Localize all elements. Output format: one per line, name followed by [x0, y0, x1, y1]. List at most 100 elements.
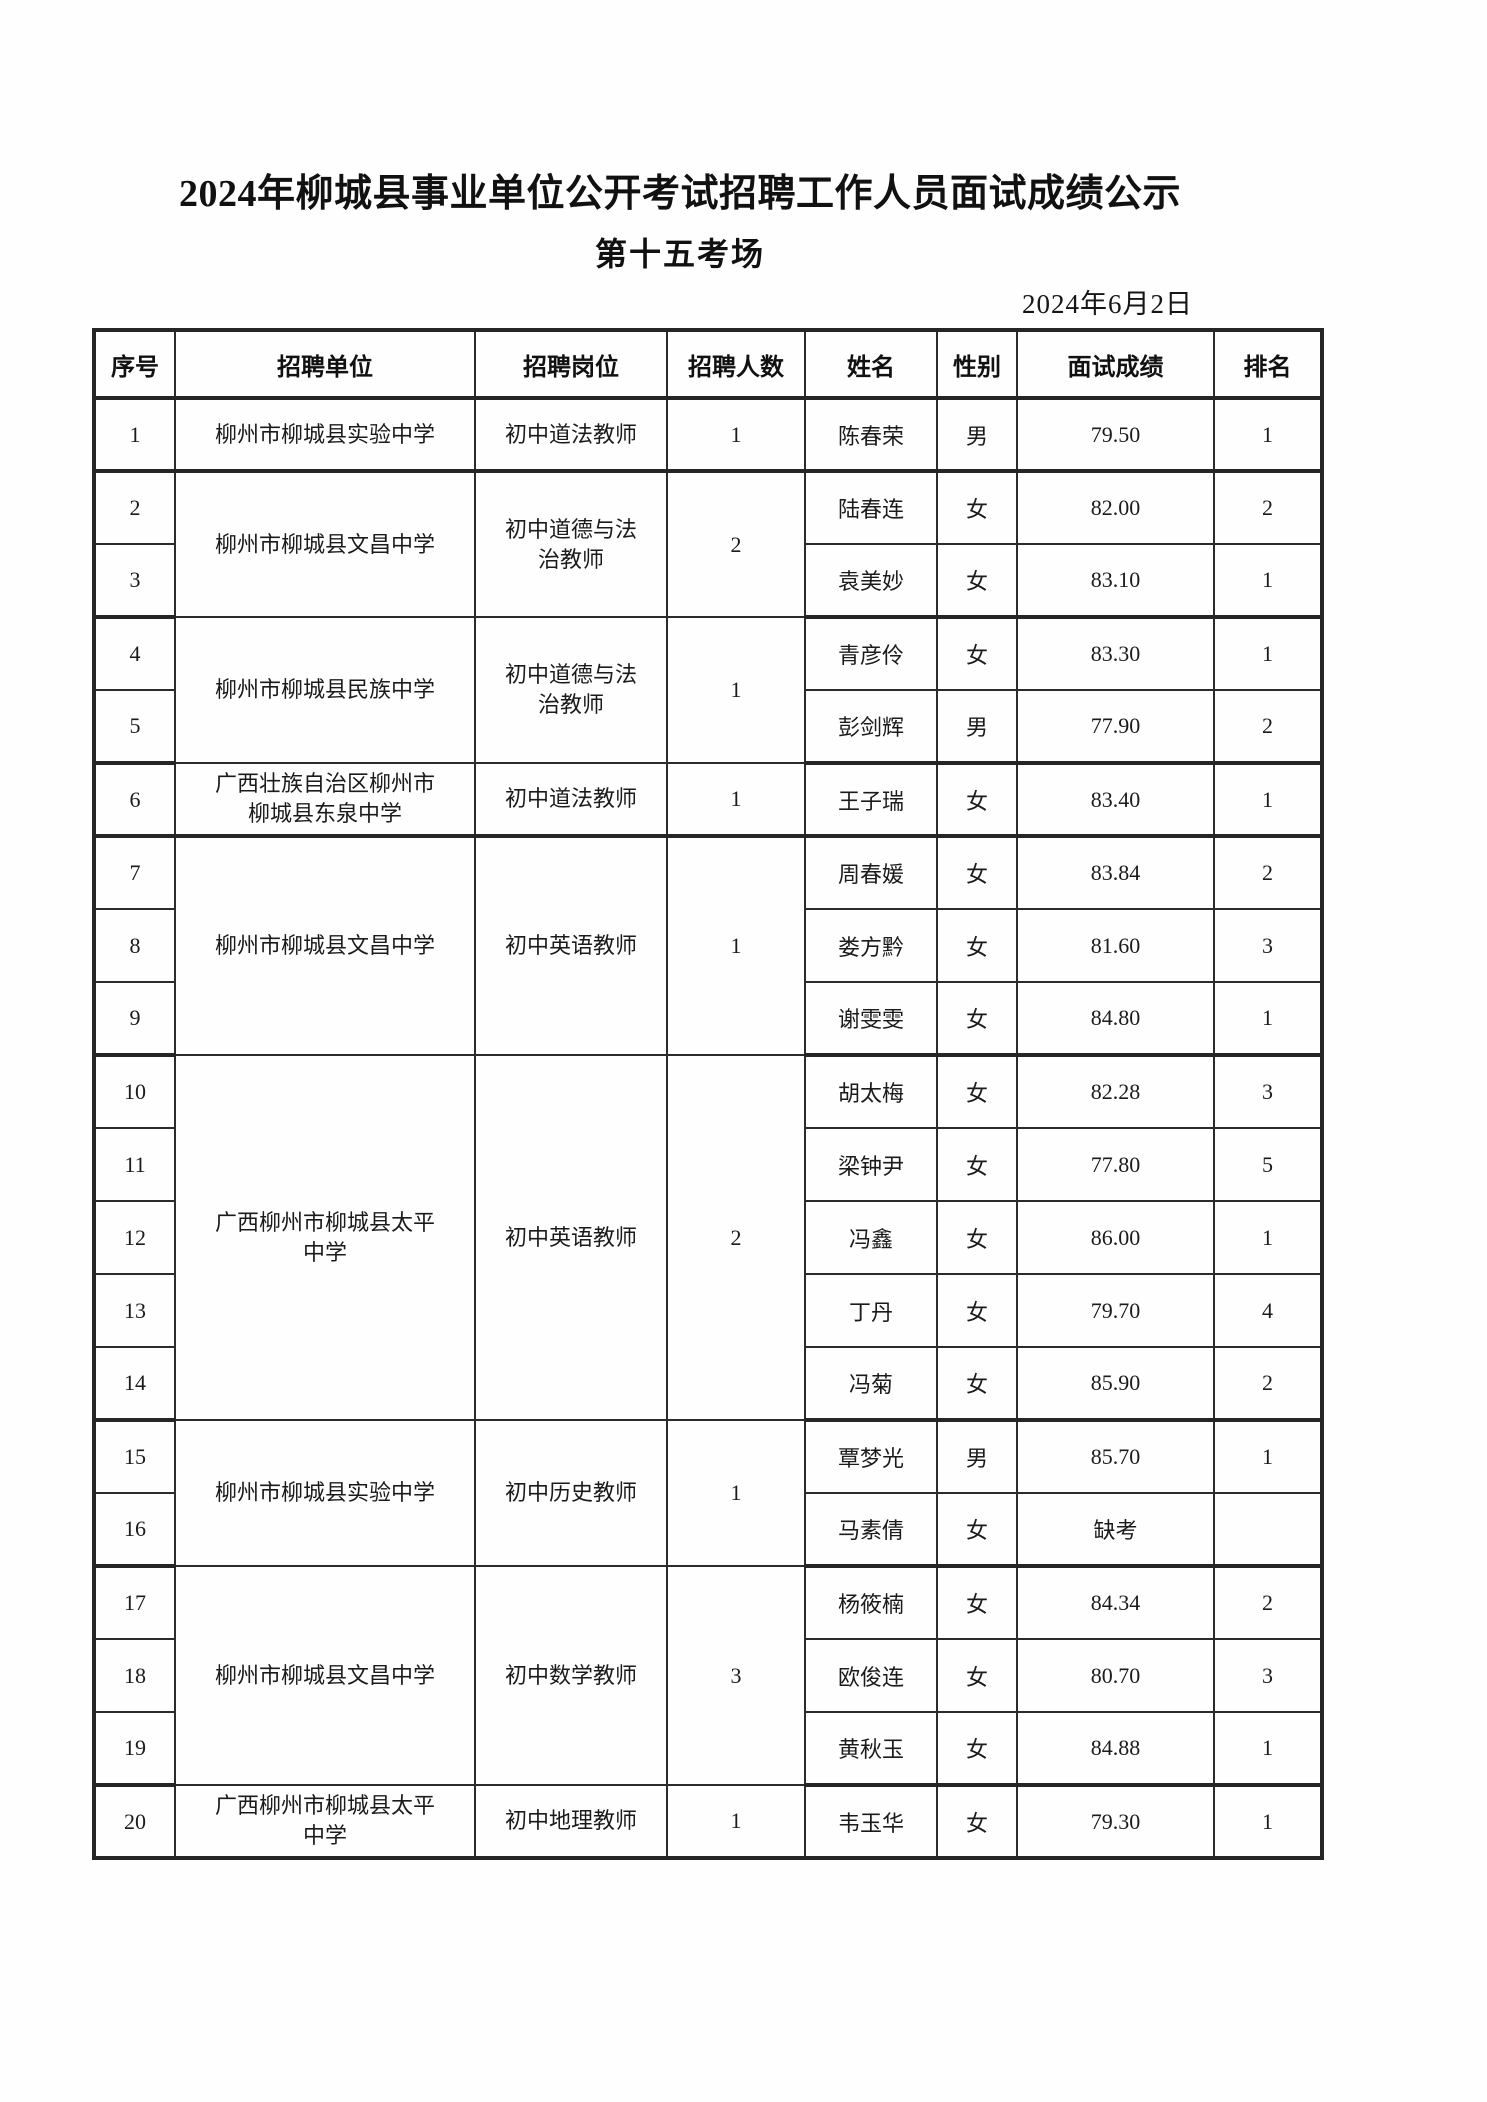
cell-count: 2 — [666, 470, 806, 618]
cell-no: 13 — [93, 1273, 176, 1348]
page-title: 2024年柳城县事业单位公开考试招聘工作人员面试成绩公示 — [178, 173, 1181, 215]
cell-position: 初中道法教师 — [474, 397, 668, 473]
cell-score: 82.00 — [1016, 470, 1215, 545]
cell-count: 1 — [666, 616, 806, 764]
cell-score: 77.90 — [1016, 689, 1215, 765]
cell-unit: 柳州市柳城县文昌中学 — [174, 470, 476, 618]
table-row: 12 冯鑫 女 86.00 1 — [93, 1200, 1323, 1275]
cell-count: 3 — [666, 1565, 806, 1786]
cell-count: 2 — [666, 1054, 806, 1421]
cell-gender: 女 — [936, 1273, 1018, 1348]
cell-no: 3 — [93, 543, 176, 619]
cell-unit: 柳州市柳城县实验中学 — [174, 1419, 476, 1567]
cell-position: 初中英语教师 — [474, 835, 668, 1056]
cell-rank: 1 — [1213, 762, 1323, 838]
cell-no: 17 — [93, 1565, 176, 1640]
cell-no: 2 — [93, 470, 176, 545]
cell-name: 韦玉华 — [804, 1784, 938, 1859]
table-row: 19 黄秋玉 女 84.88 1 — [93, 1711, 1323, 1787]
cell-unit: 广西壮族自治区柳州市 柳城县东泉中学 — [174, 762, 476, 838]
cell-no: 9 — [93, 981, 176, 1057]
cell-name: 陆春连 — [804, 470, 938, 545]
cell-rank: 1 — [1213, 616, 1323, 691]
cell-gender: 女 — [936, 1200, 1018, 1275]
cell-gender: 女 — [936, 1565, 1018, 1640]
cell-no: 20 — [93, 1784, 176, 1859]
table-row: 5 彭剑辉 男 77.90 2 — [93, 689, 1323, 765]
cell-name: 黄秋玉 — [804, 1711, 938, 1787]
cell-score: 80.70 — [1016, 1638, 1215, 1713]
cell-position: 初中道德与法 治教师 — [474, 616, 668, 764]
table-row: 1 柳州市柳城县实验中学 初中道法教师 1 陈春荣 男 79.50 1 — [93, 397, 1323, 473]
cell-gender: 女 — [936, 1784, 1018, 1859]
header-cell-rank: 排名 — [1213, 329, 1323, 400]
cell-position: 初中道德与法 治教师 — [474, 470, 668, 618]
cell-unit: 广西柳州市柳城县太平 中学 — [174, 1784, 476, 1859]
cell-score: 83.10 — [1016, 543, 1215, 619]
cell-gender: 男 — [936, 1419, 1018, 1494]
table-row: 14 冯菊 女 85.90 2 — [93, 1346, 1323, 1422]
cell-position: 初中历史教师 — [474, 1419, 668, 1567]
cell-gender: 女 — [936, 1711, 1018, 1787]
cell-unit: 柳州市柳城县实验中学 — [174, 397, 476, 473]
cell-rank: 1 — [1213, 397, 1323, 473]
header-cell-name: 姓名 — [804, 329, 938, 400]
cell-rank: 2 — [1213, 1346, 1323, 1422]
cell-no: 14 — [93, 1346, 176, 1422]
cell-score: 84.80 — [1016, 981, 1215, 1057]
cell-position: 初中道法教师 — [474, 762, 668, 838]
cell-no: 10 — [93, 1054, 176, 1129]
document-date: 2024年6月2日 — [1022, 289, 1193, 319]
cell-gender: 男 — [936, 689, 1018, 765]
cell-no: 11 — [93, 1127, 176, 1202]
cell-name: 谢雯雯 — [804, 981, 938, 1057]
cell-score: 77.80 — [1016, 1127, 1215, 1202]
cell-rank: 1 — [1213, 981, 1323, 1057]
cell-name: 周春媛 — [804, 835, 938, 910]
cell-unit: 柳州市柳城县民族中学 — [174, 616, 476, 764]
cell-name: 梁钟尹 — [804, 1127, 938, 1202]
cell-score: 79.70 — [1016, 1273, 1215, 1348]
cell-name: 彭剑辉 — [804, 689, 938, 765]
cell-gender: 女 — [936, 908, 1018, 983]
table-row: 6 广西壮族自治区柳州市 柳城县东泉中学 初中道法教师 1 王子瑞 女 83.4… — [93, 762, 1323, 838]
header-cell-count: 招聘人数 — [666, 329, 806, 400]
cell-no: 6 — [93, 762, 176, 838]
cell-no: 1 — [93, 397, 176, 473]
table-row: 18 欧俊连 女 80.70 3 — [93, 1638, 1323, 1713]
cell-score: 84.34 — [1016, 1565, 1215, 1640]
cell-score: 84.88 — [1016, 1711, 1215, 1787]
cell-rank: 1 — [1213, 1419, 1323, 1494]
cell-count: 1 — [666, 835, 806, 1056]
cell-name: 青彦伶 — [804, 616, 938, 691]
cell-name: 丁丹 — [804, 1273, 938, 1348]
cell-rank: 3 — [1213, 1054, 1323, 1129]
cell-rank: 1 — [1213, 1200, 1323, 1275]
cell-rank: 3 — [1213, 1638, 1323, 1713]
cell-name: 王子瑞 — [804, 762, 938, 838]
cell-name: 覃梦光 — [804, 1419, 938, 1494]
table-row: 4 柳州市柳城县民族中学 初中道德与法 治教师 1 青彦伶 女 83.30 1 — [93, 616, 1323, 764]
cell-position: 初中英语教师 — [474, 1054, 668, 1421]
cell-score: 86.00 — [1016, 1200, 1215, 1275]
page-subtitle: 第十五考场 — [594, 236, 765, 272]
cell-score: 83.40 — [1016, 762, 1215, 838]
cell-gender: 女 — [936, 616, 1018, 691]
table-row: 17 柳州市柳城县文昌中学 初中数学教师 3 杨筱楠 女 84.34 2 — [93, 1565, 1323, 1786]
cell-name: 袁美妙 — [804, 543, 938, 619]
cell-rank: 5 — [1213, 1127, 1323, 1202]
cell-unit: 广西柳州市柳城县太平 中学 — [174, 1054, 476, 1421]
cell-rank: 1 — [1213, 1711, 1323, 1787]
cell-name: 杨筱楠 — [804, 1565, 938, 1640]
table-row: 16 马素倩 女 缺考 — [93, 1492, 1323, 1568]
header-cell-position: 招聘岗位 — [474, 329, 668, 400]
cell-position: 初中数学教师 — [474, 1565, 668, 1786]
cell-gender: 女 — [936, 1127, 1018, 1202]
cell-gender: 女 — [936, 470, 1018, 545]
cell-name: 胡太梅 — [804, 1054, 938, 1129]
cell-count: 1 — [666, 397, 806, 473]
cell-gender: 女 — [936, 543, 1018, 619]
table-row: 3 袁美妙 女 83.10 1 — [93, 543, 1323, 619]
table-row: 9 谢雯雯 女 84.80 1 — [93, 981, 1323, 1057]
